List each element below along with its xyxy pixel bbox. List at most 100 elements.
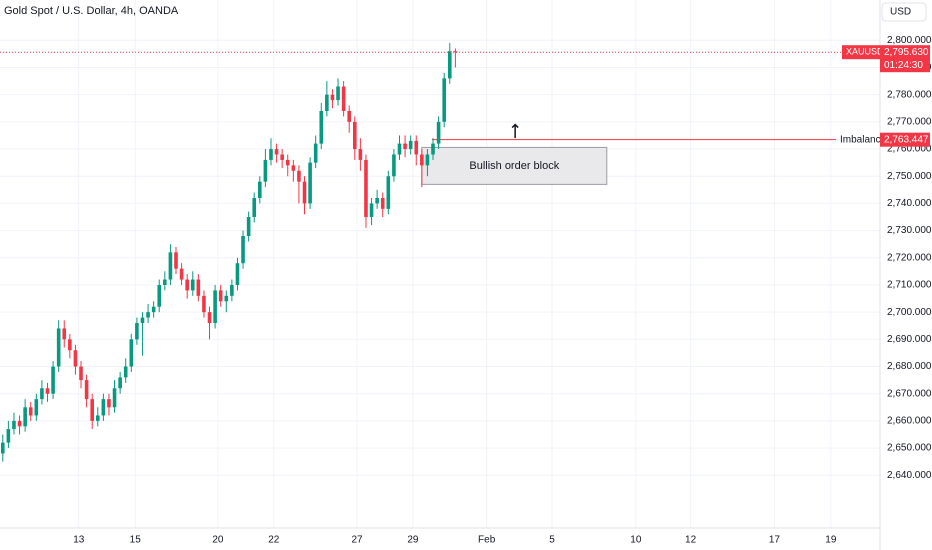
candle-body [163, 279, 167, 285]
candle-body [174, 252, 178, 269]
candle-body [330, 94, 335, 101]
x-tick-label: 20 [212, 535, 224, 546]
candle-body [408, 140, 413, 150]
candle-body [447, 51, 452, 79]
candle-body [313, 143, 318, 163]
candle-body [34, 399, 39, 416]
candle-body [274, 149, 279, 155]
currency: USD [890, 7, 911, 18]
candle-body [12, 420, 16, 430]
imbalance-price: 2,763.447 [884, 134, 929, 145]
x-tick-label: 27 [351, 535, 363, 546]
candle-body [107, 399, 111, 408]
candle-body [325, 94, 329, 111]
candle-body [241, 236, 245, 264]
candle-body [347, 110, 352, 122]
x-tick-label: 5 [549, 535, 555, 546]
candle-body [297, 170, 301, 182]
candle-body [425, 154, 430, 166]
candle-body [196, 279, 201, 296]
candle-body [291, 165, 296, 171]
candle-body [358, 149, 363, 160]
candle-body [235, 263, 240, 285]
candle-body [386, 176, 391, 209]
candle-body [436, 121, 441, 144]
y-tick-label: 2,740.000 [887, 198, 932, 209]
y-tick-label: 2,710.000 [887, 280, 932, 291]
x-tick-label: 19 [825, 535, 837, 546]
candle-body [23, 407, 27, 427]
candle-body [135, 323, 139, 340]
candle-body [168, 252, 173, 280]
y-tick-label: 2,750.000 [887, 171, 932, 182]
x-tick-label: 29 [407, 535, 419, 546]
candle-body [190, 279, 195, 291]
candle-body [252, 197, 257, 218]
y-tick-label: 2,730.000 [887, 225, 932, 236]
candle-body [392, 154, 396, 177]
candle-body [224, 295, 229, 302]
candle-body [6, 429, 11, 443]
candle-body [420, 154, 424, 166]
y-tick-label: 2,800.000 [887, 35, 932, 46]
candle-body [0, 442, 5, 454]
x-tick-label: 13 [73, 535, 85, 546]
candle-body [403, 143, 407, 150]
currency-button[interactable] [881, 2, 927, 22]
y-tick-label: 2,690.000 [887, 334, 932, 345]
candle-body [179, 268, 184, 280]
candle-body [28, 407, 33, 416]
candle-body [45, 388, 50, 394]
candle-body [230, 284, 234, 296]
imbalance-label: Imbalance [840, 134, 887, 145]
last-price: 2,795.630 [884, 47, 929, 58]
candle-body [369, 203, 374, 218]
x-tick-label: 22 [268, 535, 280, 546]
candle-body [336, 86, 340, 101]
candle-body [68, 339, 72, 351]
candle-body [73, 350, 78, 367]
candle-body [375, 197, 379, 204]
order-block-label: Bullish order block [469, 160, 559, 172]
candle-body [101, 399, 106, 416]
candle-body [213, 290, 217, 324]
candle-body [258, 181, 262, 198]
candle-body [302, 181, 307, 204]
countdown: 01:24:30 [884, 60, 923, 71]
candle-body [146, 312, 150, 318]
candle-body [453, 51, 458, 53]
x-tick-label: 15 [130, 535, 142, 546]
candle-body [90, 399, 94, 421]
candle-body [51, 366, 55, 394]
x-tick-label: 12 [685, 535, 697, 546]
candle-body [95, 415, 100, 421]
y-tick-label: 2,670.000 [887, 388, 932, 399]
candle-body [431, 143, 435, 155]
y-tick-label: 2,770.000 [887, 117, 932, 128]
x-tick-label: 17 [769, 535, 781, 546]
chart-title: Gold Spot / U.S. Dollar, 4h, OANDA [4, 5, 179, 17]
candle-body [140, 317, 145, 324]
candle-body [364, 159, 368, 218]
candle-body [442, 78, 446, 122]
symbol-label: XAUUSD [846, 47, 884, 57]
candle-body [185, 279, 189, 291]
candle-body [157, 284, 162, 307]
symbol-box [842, 45, 880, 60]
candle-body [151, 306, 156, 313]
candle-body [269, 149, 273, 160]
candle-body [397, 143, 402, 155]
candle-body [319, 110, 324, 144]
candle-body [285, 159, 290, 166]
y-tick-label: 2,680.000 [887, 361, 932, 372]
candle-body [207, 312, 212, 324]
candle-body [414, 140, 419, 155]
candle-body [280, 154, 284, 160]
candle-body [17, 420, 22, 427]
x-tick-label: 10 [630, 535, 642, 546]
imbalance-price-box [880, 132, 930, 147]
candle-body [352, 121, 357, 150]
candle-body [308, 162, 312, 204]
candle-body [112, 388, 117, 408]
candle-body [79, 366, 83, 381]
